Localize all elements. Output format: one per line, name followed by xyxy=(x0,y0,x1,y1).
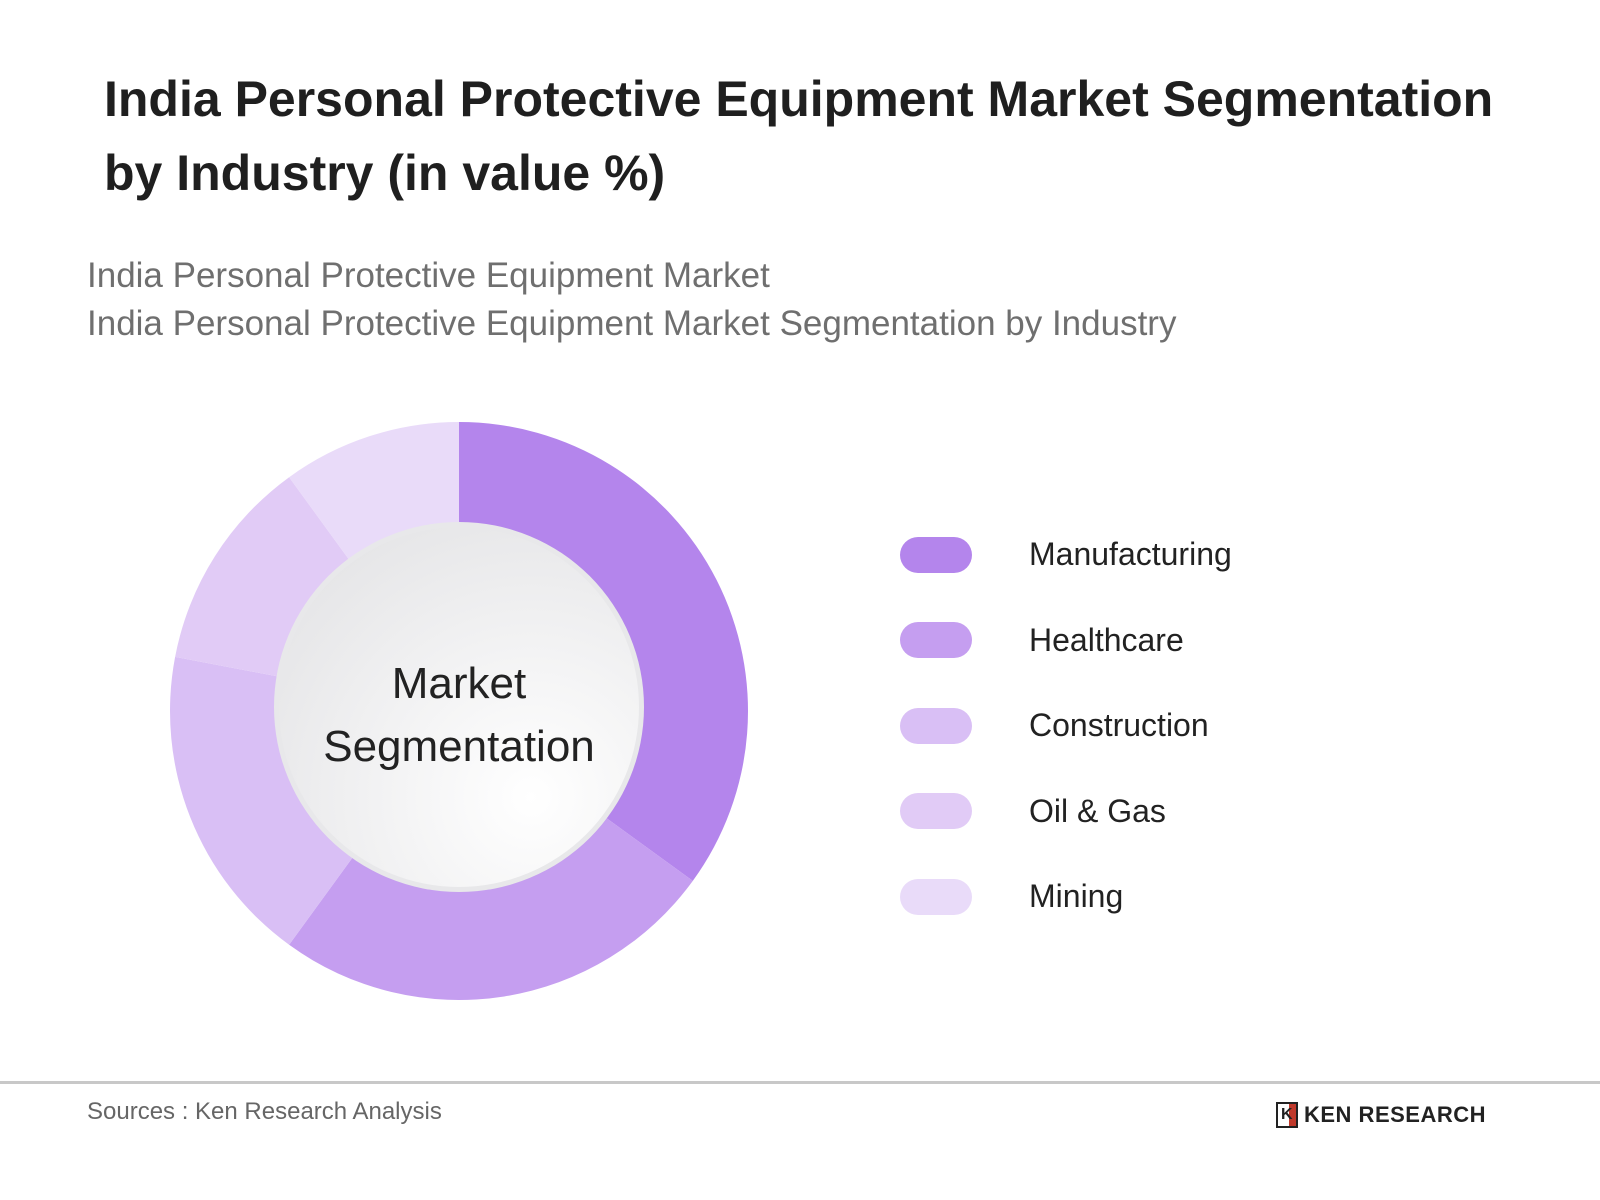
legend-item-manufacturing: Manufacturing xyxy=(900,512,1232,598)
legend-label: Mining xyxy=(1029,878,1124,915)
legend-item-mining: Mining xyxy=(900,854,1232,940)
slice-construction xyxy=(170,656,371,945)
legend-item-construction: Construction xyxy=(900,683,1232,769)
legend-swatch xyxy=(900,707,972,744)
legend: Manufacturing Healthcare Construction Oi… xyxy=(900,512,1232,940)
legend-label: Construction xyxy=(1029,707,1209,744)
legend-label: Healthcare xyxy=(1029,621,1184,658)
legend-swatch xyxy=(900,622,972,659)
subtitle-line-2: India Personal Protective Equipment Mark… xyxy=(87,304,1177,343)
center-label: Market Segmentation xyxy=(300,652,618,778)
footer-divider xyxy=(0,1081,1600,1084)
legend-label: Oil & Gas xyxy=(1029,792,1166,829)
logo-mark-icon: K xyxy=(1276,1102,1298,1128)
legend-label: Manufacturing xyxy=(1029,536,1232,573)
center-disc xyxy=(279,527,639,887)
legend-swatch xyxy=(900,793,972,830)
legend-swatch xyxy=(900,878,972,915)
chart-subtitle: India Personal Protective Equipment Mark… xyxy=(87,252,1176,348)
ken-research-logo: K KEN RESEARCH xyxy=(1276,1102,1486,1128)
logo-text: KEN RESEARCH xyxy=(1304,1102,1487,1127)
source-note: Sources : Ken Research Analysis xyxy=(87,1098,442,1125)
chart-title: India Personal Protective Equipment Mark… xyxy=(104,71,1494,201)
legend-item-healthcare: Healthcare xyxy=(900,598,1232,684)
center-label-line-1: Market xyxy=(391,659,527,708)
legend-item-oil-gas: Oil & Gas xyxy=(900,769,1232,855)
subtitle-line-1: India Personal Protective Equipment Mark… xyxy=(87,256,770,295)
center-label-line-2: Segmentation xyxy=(323,722,595,771)
legend-swatch xyxy=(900,536,972,573)
